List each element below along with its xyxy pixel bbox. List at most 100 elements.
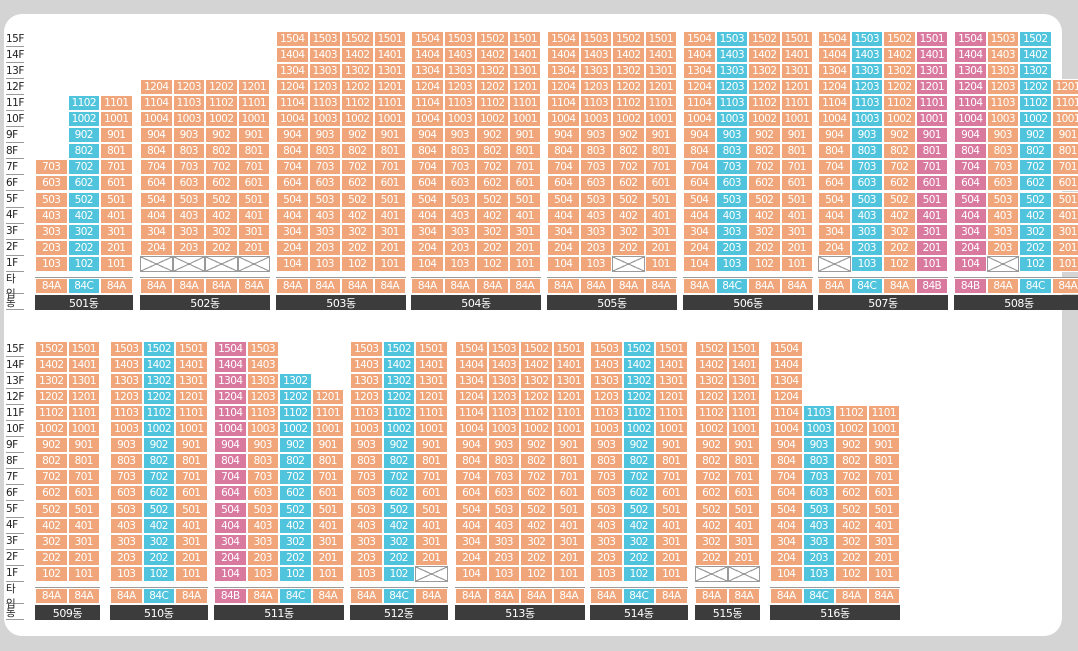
unit-cell[interactable]: 601 — [373, 175, 406, 192]
unit-cell[interactable]: 902 — [835, 437, 868, 454]
unit-cell[interactable]: 801 — [508, 143, 541, 160]
unit-cell[interactable]: 603 — [308, 175, 341, 192]
unit-cell[interactable]: 304 — [770, 533, 803, 550]
unit-cell[interactable]: 1104 — [770, 405, 803, 422]
unit-cell[interactable]: 1301 — [175, 373, 208, 390]
unit-cell[interactable]: 601 — [727, 485, 760, 502]
unit-cell[interactable]: 1202 — [205, 79, 238, 96]
unit-cell[interactable]: 1001 — [100, 111, 133, 128]
unit-cell[interactable]: 1504 — [683, 31, 716, 48]
unit-cell[interactable]: 1502 — [382, 341, 415, 358]
unit-cell[interactable]: 1403 — [110, 357, 143, 374]
unit-cell[interactable]: 601 — [415, 485, 448, 502]
unit-cell[interactable]: 604 — [683, 175, 716, 192]
unit-cell[interactable]: 1101 — [552, 405, 585, 422]
unit-cell[interactable]: 1203 — [487, 389, 520, 406]
unit-cell[interactable]: 302 — [612, 223, 645, 240]
unit-cell[interactable]: 1201 — [915, 79, 948, 96]
unit-cell[interactable]: 1001 — [373, 111, 406, 128]
unit-cell[interactable]: 501 — [655, 501, 688, 518]
unit-cell[interactable]: 704 — [770, 469, 803, 486]
unit-cell[interactable]: 902 — [142, 437, 175, 454]
unit-cell[interactable]: 1203 — [246, 389, 279, 406]
unit-cell[interactable]: 1002 — [835, 421, 868, 438]
unit-cell[interactable]: 1203 — [986, 79, 1019, 96]
unit-cell[interactable]: 801 — [780, 143, 813, 160]
unit-cell[interactable]: 1004 — [455, 421, 488, 438]
unit-cell[interactable]: 1002 — [520, 421, 553, 438]
unit-cell[interactable]: 1404 — [214, 357, 247, 374]
unit-cell[interactable]: 402 — [520, 517, 553, 534]
unit-cell[interactable]: 701 — [67, 469, 100, 486]
unit-cell[interactable]: 902 — [341, 127, 374, 144]
unit-cell[interactable]: 902 — [476, 127, 509, 144]
unit-cell[interactable]: 1101 — [780, 95, 813, 112]
unit-cell[interactable]: 501 — [100, 191, 133, 208]
unit-cell[interactable]: 101 — [867, 565, 900, 582]
unit-cell[interactable]: 401 — [100, 207, 133, 224]
unit-cell[interactable]: 504 — [140, 191, 173, 208]
unit-cell[interactable]: 403 — [590, 517, 623, 534]
unit-cell[interactable]: 1003 — [443, 111, 476, 128]
unit-cell[interactable]: 101 — [655, 565, 688, 582]
unit-cell[interactable]: 901 — [415, 437, 448, 454]
unit-cell[interactable]: 402 — [279, 517, 312, 534]
unit-cell[interactable]: 402 — [382, 517, 415, 534]
unit-cell[interactable]: 1003 — [110, 421, 143, 438]
unit-cell[interactable]: 1102 — [612, 95, 645, 112]
unit-cell[interactable]: 1102 — [142, 405, 175, 422]
unit-cell[interactable]: 1301 — [780, 63, 813, 80]
unit-cell[interactable]: 401 — [415, 517, 448, 534]
unit-cell[interactable]: 1004 — [547, 111, 580, 128]
unit-cell[interactable]: 404 — [411, 207, 444, 224]
unit-cell[interactable]: 1503 — [246, 341, 279, 358]
unit-cell[interactable]: 1401 — [727, 357, 760, 374]
unit-cell[interactable]: 801 — [311, 453, 344, 470]
unit-cell[interactable]: 102 — [835, 565, 868, 582]
unit-cell[interactable]: 1001 — [237, 111, 270, 128]
unit-cell[interactable]: 1203 — [715, 79, 748, 96]
unit-cell[interactable]: 902 — [612, 127, 645, 144]
unit-cell[interactable]: 1103 — [110, 405, 143, 422]
unit-cell[interactable]: 501 — [727, 501, 760, 518]
unit-cell[interactable]: 1303 — [850, 63, 883, 80]
unit-cell[interactable]: 302 — [695, 533, 728, 550]
unit-cell[interactable]: 403 — [850, 207, 883, 224]
unit-cell[interactable]: 1001 — [415, 421, 448, 438]
unit-cell[interactable]: 504 — [455, 501, 488, 518]
unit-cell[interactable]: 304 — [547, 223, 580, 240]
unit-cell[interactable]: 903 — [590, 437, 623, 454]
unit-cell[interactable]: 203 — [579, 239, 612, 256]
unit-cell[interactable]: 501 — [415, 501, 448, 518]
unit-cell[interactable]: 1202 — [476, 79, 509, 96]
unit-cell[interactable]: 801 — [175, 453, 208, 470]
unit-cell[interactable]: 102 — [341, 255, 374, 272]
unit-cell[interactable]: 201 — [552, 549, 585, 566]
unit-cell[interactable]: 804 — [818, 143, 851, 160]
unit-cell[interactable]: 802 — [883, 143, 916, 160]
unit-cell[interactable]: 904 — [818, 127, 851, 144]
unit-cell[interactable]: 603 — [172, 175, 205, 192]
unit-cell[interactable]: 802 — [748, 143, 781, 160]
unit-cell[interactable]: 1201 — [311, 389, 344, 406]
unit-cell[interactable]: 1402 — [695, 357, 728, 374]
unit-cell[interactable]: 1503 — [487, 341, 520, 358]
unit-cell[interactable]: 203 — [715, 239, 748, 256]
unit-cell[interactable]: 202 — [205, 239, 238, 256]
unit-cell[interactable]: 802 — [1019, 143, 1052, 160]
unit-cell[interactable]: 1202 — [35, 389, 68, 406]
unit-cell[interactable]: 302 — [382, 533, 415, 550]
unit-cell[interactable]: 1002 — [205, 111, 238, 128]
unit-cell[interactable]: 802 — [35, 453, 68, 470]
unit-cell[interactable]: 1004 — [214, 421, 247, 438]
unit-cell[interactable]: 302 — [279, 533, 312, 550]
unit-cell[interactable]: 501 — [175, 501, 208, 518]
unit-cell[interactable]: 1303 — [487, 373, 520, 390]
unit-cell[interactable]: 801 — [644, 143, 677, 160]
unit-cell[interactable]: 803 — [246, 453, 279, 470]
unit-cell[interactable]: 702 — [520, 469, 553, 486]
unit-cell[interactable]: 404 — [770, 517, 803, 534]
unit-cell[interactable]: 602 — [382, 485, 415, 502]
unit-cell[interactable]: 1102 — [695, 405, 728, 422]
unit-cell[interactable]: 1101 — [508, 95, 541, 112]
